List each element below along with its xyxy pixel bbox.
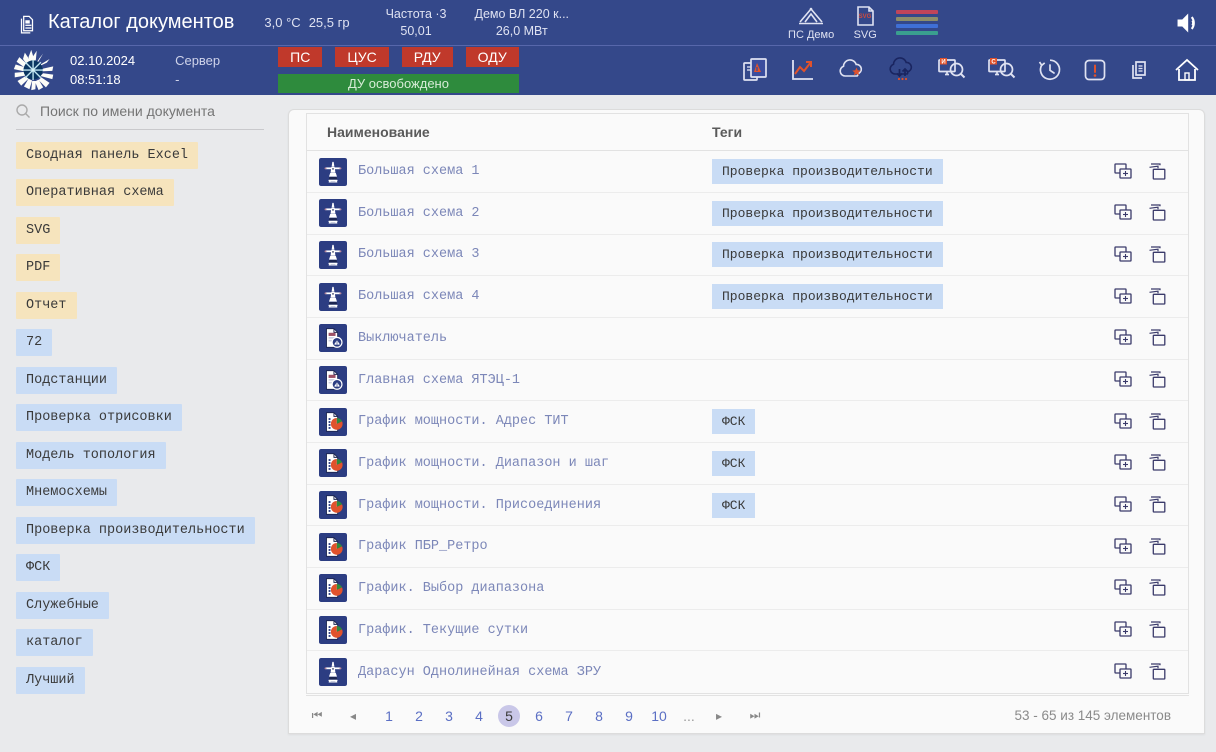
svg-text:SVG: SVG xyxy=(859,14,872,20)
svg-text:С: С xyxy=(991,60,996,66)
svg-text:И: И xyxy=(941,60,945,66)
